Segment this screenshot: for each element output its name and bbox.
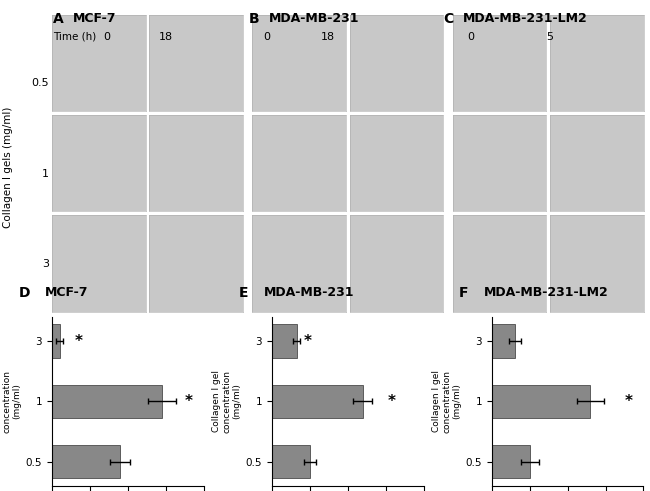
Text: *: * (75, 333, 83, 349)
Text: *: * (625, 394, 632, 409)
Text: 18: 18 (159, 32, 173, 42)
Bar (52, 385, 162, 418)
Bar (52, 325, 60, 357)
Bar (272, 445, 310, 478)
Text: Collagen I gels (mg/ml): Collagen I gels (mg/ml) (3, 106, 13, 228)
Text: MCF-7: MCF-7 (73, 12, 116, 25)
Bar (272, 325, 296, 357)
Text: *: * (387, 394, 396, 409)
Y-axis label: Collagen I gel
concentration
(mg/ml): Collagen I gel concentration (mg/ml) (0, 370, 21, 433)
Text: 0: 0 (263, 32, 270, 42)
Text: A: A (53, 12, 64, 27)
Text: MCF-7: MCF-7 (44, 286, 88, 299)
Text: 3: 3 (42, 259, 49, 269)
Text: *: * (185, 394, 192, 409)
Text: 18: 18 (321, 32, 335, 42)
Text: 5: 5 (546, 32, 552, 42)
Text: Time (h): Time (h) (53, 32, 97, 42)
Bar (492, 325, 515, 357)
Y-axis label: Collagen I gel
concentration
(mg/ml): Collagen I gel concentration (mg/ml) (432, 370, 462, 433)
Text: MDA-MB-231: MDA-MB-231 (268, 12, 359, 25)
Y-axis label: Collagen I gel
concentration
(mg/ml): Collagen I gel concentration (mg/ml) (212, 370, 242, 433)
Text: MDA-MB-231-LM2: MDA-MB-231-LM2 (463, 12, 588, 25)
Text: D: D (19, 286, 30, 300)
Bar (272, 385, 363, 418)
Bar (52, 445, 120, 478)
Text: 0: 0 (468, 32, 474, 42)
Text: C: C (443, 12, 454, 27)
Text: 1: 1 (42, 169, 49, 179)
Text: 0: 0 (104, 32, 110, 42)
Text: B: B (249, 12, 259, 27)
Text: 0.5: 0.5 (31, 79, 49, 88)
Bar (492, 445, 530, 478)
Text: *: * (304, 333, 312, 349)
Bar (492, 385, 590, 418)
Text: MDA-MB-231-LM2: MDA-MB-231-LM2 (484, 286, 609, 299)
Text: E: E (239, 286, 248, 300)
Text: F: F (458, 286, 468, 300)
Text: MDA-MB-231: MDA-MB-231 (265, 286, 355, 299)
